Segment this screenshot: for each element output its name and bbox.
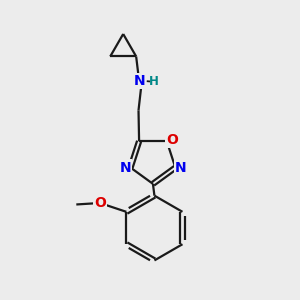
Text: N: N: [119, 160, 131, 175]
Text: O: O: [94, 196, 106, 210]
Text: H: H: [149, 75, 159, 88]
Text: N: N: [133, 74, 145, 88]
Text: O: O: [166, 133, 178, 147]
Text: N: N: [175, 160, 187, 175]
